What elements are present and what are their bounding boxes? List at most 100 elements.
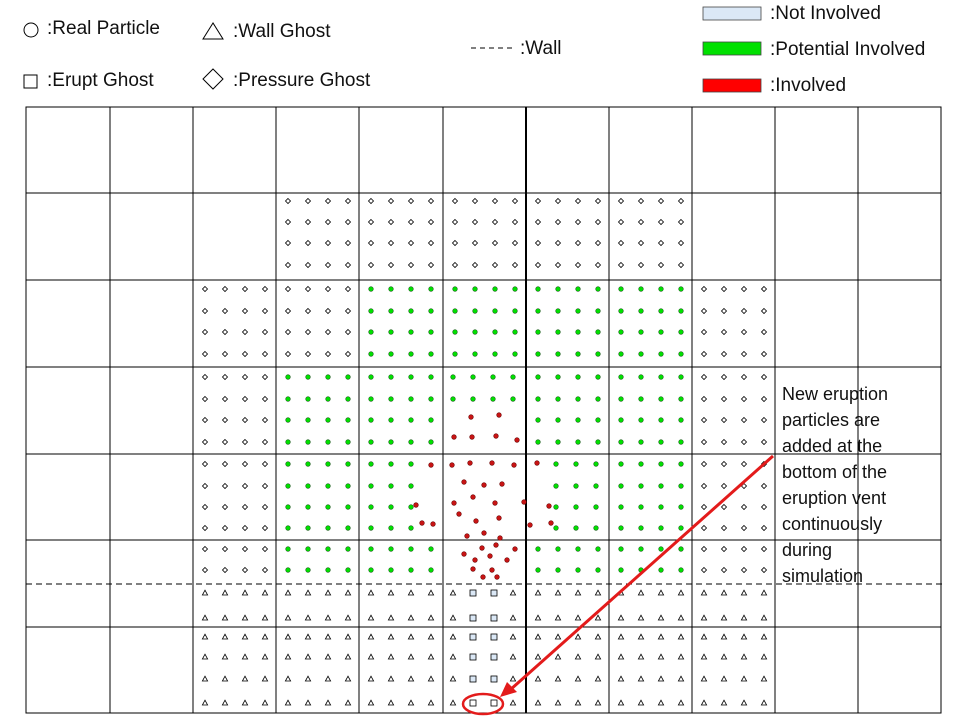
pressure-ghost-particle [491, 239, 499, 247]
involved-particle [428, 462, 434, 468]
pressure-ghost-particle [261, 328, 269, 336]
involved-particle [481, 530, 487, 536]
wall-ghost-particle [700, 589, 708, 596]
potential-involved-particle [388, 483, 394, 489]
involved-particle [512, 546, 518, 552]
potential-involved-particle [345, 396, 351, 402]
wall-ghost-particle [637, 653, 645, 660]
pressure-ghost-particle [241, 307, 249, 315]
pressure-ghost-particle [720, 566, 728, 574]
pressure-ghost-particle [201, 460, 209, 468]
pressure-ghost-particle [241, 350, 249, 358]
involved-particle [492, 500, 498, 506]
pressure-ghost-particle [617, 239, 625, 247]
potential-involved-particle [408, 461, 414, 467]
involved-particle [470, 566, 476, 572]
wall-ghost-particle [427, 675, 435, 682]
potential-involved-particle [575, 439, 581, 445]
potential-involved-particle [285, 374, 291, 380]
wall-ghost-particle [594, 589, 602, 596]
vent-highlight-ellipse [461, 692, 505, 716]
pressure-ghost-particle [451, 261, 459, 269]
potential-involved-particle [535, 374, 541, 380]
potential-involved-particle [638, 546, 644, 552]
potential-involved-particle [450, 396, 456, 402]
pressure-ghost-particle [511, 239, 519, 247]
wall-ghost-particle [740, 589, 748, 596]
pressure-ghost-particle [324, 239, 332, 247]
pressure-ghost-particle [221, 482, 229, 490]
potential-involved-particle [305, 396, 311, 402]
potential-involved-particle [472, 308, 478, 314]
potential-involved-particle [618, 483, 624, 489]
potential-involved-particle [638, 286, 644, 292]
wall-ghost-particle [449, 699, 457, 706]
potential-involved-particle [368, 483, 374, 489]
wall-ghost-particle [677, 653, 685, 660]
potential-involved-particle [618, 396, 624, 402]
potential-involved-particle [535, 329, 541, 335]
involved-particle [468, 414, 474, 420]
pressure-ghost-particle [284, 239, 292, 247]
wall-ghost-particle [509, 589, 517, 596]
potential-involved-particle [638, 525, 644, 531]
pressure-ghost-particle [471, 218, 479, 226]
potential-involved-particle [595, 417, 601, 423]
potential-involved-particle [470, 396, 476, 402]
pressure-ghost-particle [201, 566, 209, 574]
wall-ghost-particle [407, 589, 415, 596]
potential-involved-particle [368, 439, 374, 445]
wall-ghost-particle [387, 589, 395, 596]
potential-involved-particle [575, 374, 581, 380]
pressure-ghost-particle [720, 416, 728, 424]
pressure-ghost-particle [241, 395, 249, 403]
wall-ghost-particle [427, 589, 435, 596]
wall-ghost-particle [677, 633, 685, 640]
pressure-ghost-particle [324, 285, 332, 293]
wall-ghost-particle [324, 699, 332, 706]
pressure-ghost-particle [511, 261, 519, 269]
pressure-ghost-particle [324, 261, 332, 269]
potential-involved-particle [658, 461, 664, 467]
wall-ghost-particle [221, 589, 229, 596]
pressure-ghost-particle [261, 482, 269, 490]
potential-involved-particle [593, 461, 599, 467]
potential-involved-particle [535, 417, 541, 423]
involved-particle [430, 521, 436, 527]
potential-involved-particle [408, 417, 414, 423]
pressure-ghost-particle [534, 218, 542, 226]
wall-ghost-particle [594, 675, 602, 682]
wall-ghost-particle [344, 633, 352, 640]
potential-involved-particle [325, 567, 331, 573]
pressure-ghost-particle [760, 307, 768, 315]
annotation-line: simulation [782, 566, 863, 586]
pressure-ghost-particle [740, 395, 748, 403]
pressure-ghost-particle [201, 482, 209, 490]
potential-involved-particle [388, 286, 394, 292]
potential-involved-particle [535, 308, 541, 314]
potential-involved-particle [345, 461, 351, 467]
pressure-ghost-particle [387, 218, 395, 226]
erupt-ghost-particle [490, 675, 498, 683]
wall-ghost-particle [201, 699, 209, 706]
potential-involved-particle [388, 308, 394, 314]
involved-particle [499, 481, 505, 487]
pressure-ghost-particle [637, 218, 645, 226]
pressure-ghost-particle [387, 239, 395, 247]
involved-particle [470, 494, 476, 500]
potential-involved-particle [535, 546, 541, 552]
involved-particle [467, 460, 473, 466]
potential-involved-particle [678, 374, 684, 380]
potential-involved-particle [368, 329, 374, 335]
potential-involved-particle [575, 329, 581, 335]
potential-involved-particle [658, 504, 664, 510]
wall-ghost-particle [760, 699, 768, 706]
pressure-ghost-particle [221, 373, 229, 381]
involved-particle [464, 533, 470, 539]
potential-involved-particle [428, 417, 434, 423]
potential-involved-particle [388, 374, 394, 380]
potential-involved-particle [575, 567, 581, 573]
potential-involved-particle [595, 308, 601, 314]
wall-ghost-particle [304, 699, 312, 706]
pressure-ghost-particle [241, 545, 249, 553]
